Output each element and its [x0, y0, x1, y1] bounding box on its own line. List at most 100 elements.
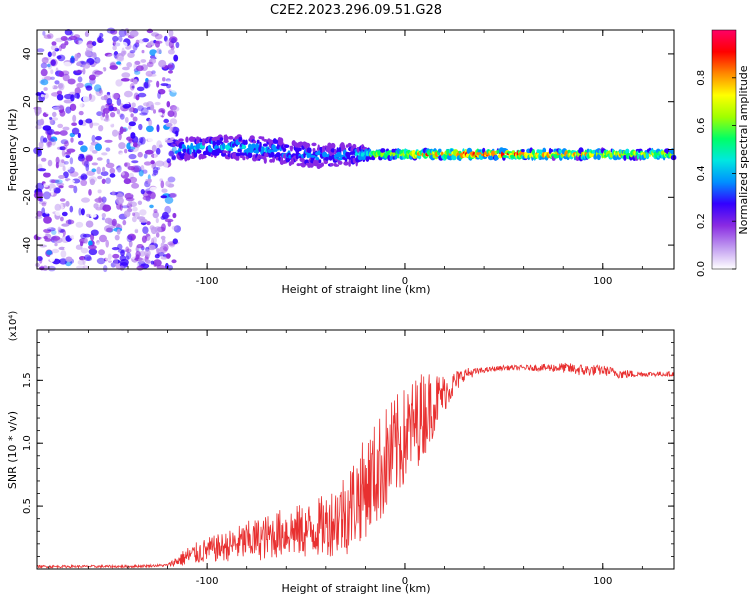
signal-blob — [322, 151, 328, 158]
noise-blob — [88, 248, 98, 256]
noise-blob — [55, 156, 60, 165]
noise-blob — [109, 173, 116, 178]
noise-blob — [105, 256, 114, 262]
noise-blob — [82, 62, 91, 69]
noise-blob — [139, 209, 147, 216]
noise-blob — [157, 91, 162, 99]
noise-blob — [105, 227, 113, 233]
noise-blob — [129, 30, 139, 37]
noise-blob — [47, 33, 54, 39]
noise-blob — [101, 217, 105, 221]
noise-blob — [93, 203, 99, 209]
noise-blob — [88, 94, 96, 103]
noise-blob — [47, 51, 52, 58]
noise-blob — [145, 79, 153, 83]
noise-blob — [131, 225, 140, 230]
noise-blob — [145, 78, 149, 83]
noise-blob — [70, 137, 74, 143]
noise-blob — [75, 53, 81, 59]
noise-blob — [151, 173, 157, 177]
noise-blob — [166, 158, 171, 164]
y-tick-label: 1.5 — [22, 372, 33, 388]
signal-blob — [360, 152, 365, 157]
noise-blob — [49, 83, 54, 90]
noise-blob — [156, 167, 161, 170]
noise-blob — [35, 182, 44, 191]
noise-blob — [131, 182, 140, 189]
noise-blob — [146, 236, 154, 243]
noise-blob — [150, 191, 156, 200]
noise-blob — [122, 219, 127, 226]
noise-blob — [164, 196, 174, 204]
noise-blob — [116, 61, 122, 65]
noise-blob — [75, 221, 84, 228]
noise-blob — [88, 176, 98, 183]
noise-blob — [65, 154, 71, 159]
noise-blob — [121, 72, 131, 78]
noise-blob — [130, 165, 140, 173]
noise-blob — [173, 225, 181, 233]
noise-blob — [78, 207, 82, 216]
noise-blob — [57, 159, 66, 167]
noise-blob — [104, 52, 113, 57]
noise-blob — [44, 226, 52, 230]
noise-blob — [56, 182, 65, 187]
x-tick-label: -100 — [196, 576, 219, 587]
signal-blob — [251, 143, 256, 150]
noise-blob — [91, 134, 96, 143]
noise-blob — [158, 144, 163, 148]
noise-blob — [82, 258, 86, 266]
noise-blob — [50, 188, 54, 196]
noise-blob — [60, 250, 67, 258]
noise-blob — [126, 252, 132, 260]
noise-blob — [64, 247, 72, 251]
noise-blob — [74, 87, 81, 95]
noise-blob — [110, 29, 118, 35]
noise-blob — [153, 209, 158, 213]
noise-blob — [101, 196, 107, 203]
noise-blob — [127, 166, 136, 171]
noise-blob — [124, 162, 131, 168]
noise-blob — [37, 191, 44, 198]
noise-blob — [111, 247, 120, 251]
noise-blob — [171, 225, 178, 231]
signal-blob — [325, 156, 329, 161]
noise-blob — [88, 93, 92, 100]
noise-blob — [167, 176, 176, 183]
x-tick-label: -100 — [196, 276, 219, 287]
signal-blob — [262, 143, 268, 147]
snr-y-multiplier: (x10⁴) — [8, 311, 19, 342]
noise-blob — [142, 38, 150, 43]
noise-blob — [105, 162, 115, 169]
noise-blob — [108, 105, 114, 112]
signal-blob — [203, 155, 207, 159]
noise-blob — [112, 129, 119, 137]
noise-blob — [88, 74, 96, 81]
noise-blob — [139, 218, 148, 223]
noise-blob — [119, 258, 129, 266]
signal-blob — [219, 137, 224, 141]
noise-blob — [120, 41, 128, 48]
signal-blob — [294, 142, 298, 148]
noise-blob — [71, 127, 80, 135]
noise-blob — [36, 256, 43, 262]
noise-blob — [67, 78, 76, 85]
noise-blob — [109, 65, 118, 70]
noise-blob — [156, 80, 160, 88]
spectrogram-y-axis-label: Frequency (Hz) — [6, 109, 19, 192]
noise-blob — [158, 96, 167, 104]
noise-blob — [169, 118, 178, 125]
noise-blob — [126, 235, 133, 243]
colorbar: 0.0 0.2 0.4 0.6 0.8 Normalized spectral ampl… — [696, 29, 750, 277]
noise-blob — [104, 217, 113, 224]
noise-blob — [47, 159, 53, 167]
noise-blob — [107, 53, 116, 60]
noise-blob — [37, 168, 47, 172]
noise-blob — [88, 189, 92, 196]
signal-blob — [297, 147, 302, 152]
noise-blob — [152, 211, 159, 219]
noise-blob — [98, 125, 104, 132]
noise-blob — [153, 109, 156, 114]
noise-blob — [77, 76, 83, 83]
